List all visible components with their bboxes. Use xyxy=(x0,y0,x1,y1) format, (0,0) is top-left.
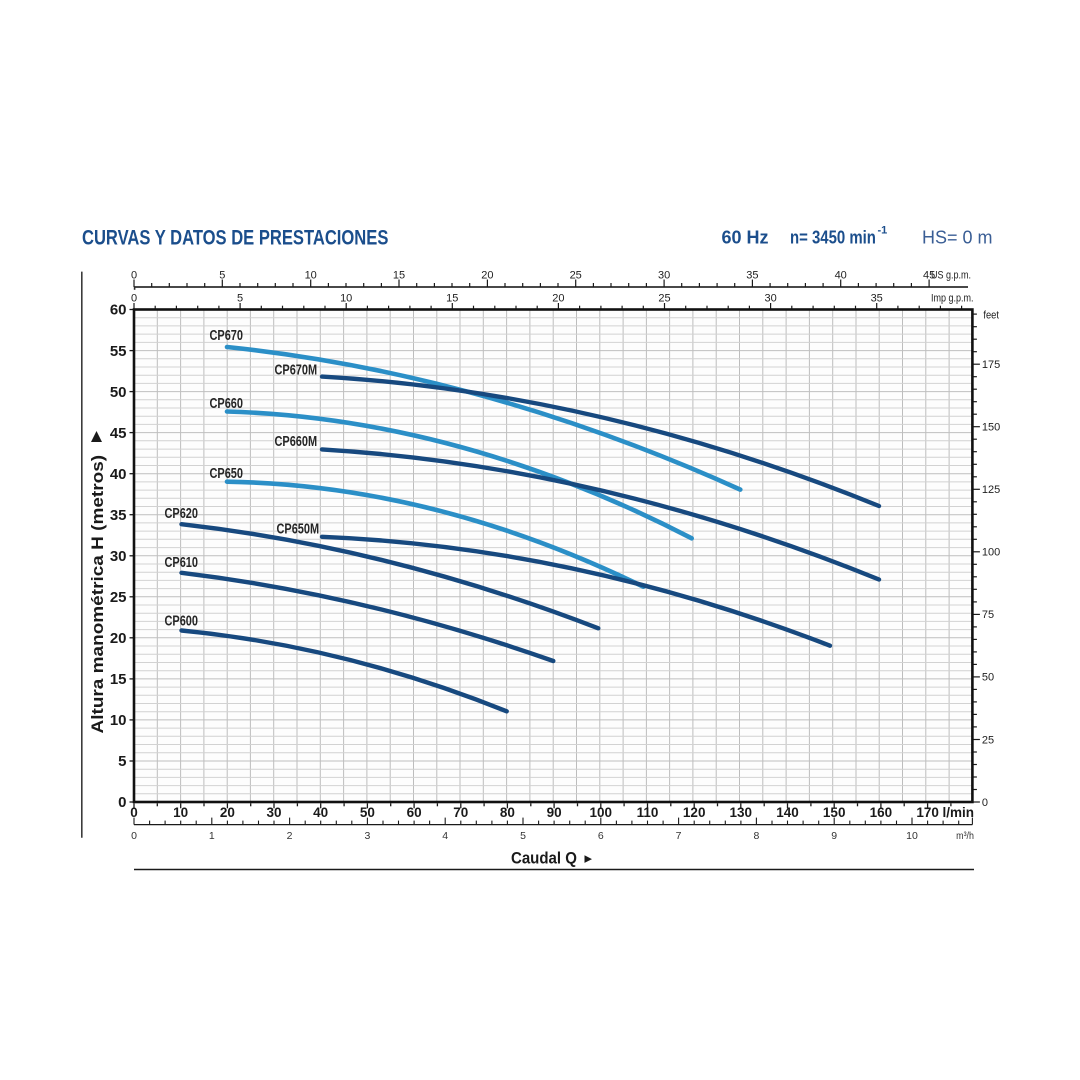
svg-text:Altura manométrica H (metros): Altura manométrica H (metros) xyxy=(88,455,106,734)
svg-text:160: 160 xyxy=(870,805,893,820)
svg-text:80: 80 xyxy=(500,805,515,820)
svg-text:0: 0 xyxy=(982,797,988,809)
svg-text:35: 35 xyxy=(871,293,883,305)
svg-text:75: 75 xyxy=(982,609,994,621)
svg-text:m³/h: m³/h xyxy=(956,830,974,842)
svg-text:150: 150 xyxy=(823,805,846,820)
svg-text:40: 40 xyxy=(313,805,328,820)
svg-text:45: 45 xyxy=(110,425,127,442)
svg-text:9: 9 xyxy=(831,830,837,842)
svg-text:25: 25 xyxy=(110,589,127,606)
svg-text:70: 70 xyxy=(453,805,468,820)
svg-text:5: 5 xyxy=(118,753,126,770)
svg-text:15: 15 xyxy=(393,269,405,281)
svg-text:Imp g.p.m.: Imp g.p.m. xyxy=(931,293,974,305)
svg-text:100: 100 xyxy=(590,805,613,820)
svg-text:2: 2 xyxy=(287,830,293,842)
svg-text:8: 8 xyxy=(753,830,759,842)
svg-text:10: 10 xyxy=(340,293,352,305)
svg-text:20: 20 xyxy=(110,630,127,647)
svg-text:10: 10 xyxy=(110,712,127,729)
svg-text:0: 0 xyxy=(131,293,137,305)
svg-text:150: 150 xyxy=(982,422,1000,434)
svg-text:25: 25 xyxy=(570,269,582,281)
svg-text:10: 10 xyxy=(305,269,317,281)
svg-text:3: 3 xyxy=(364,830,370,842)
svg-text:feet: feet xyxy=(983,310,999,322)
svg-text:1: 1 xyxy=(209,830,215,842)
svg-text:40: 40 xyxy=(835,269,847,281)
svg-text:CP650: CP650 xyxy=(210,464,243,481)
svg-text:35: 35 xyxy=(746,269,758,281)
svg-text:20: 20 xyxy=(481,269,493,281)
svg-text:20: 20 xyxy=(220,805,235,820)
svg-text:125: 125 xyxy=(982,484,1000,496)
svg-text:0: 0 xyxy=(130,805,138,820)
svg-text:l/min: l/min xyxy=(943,805,975,820)
svg-text:50: 50 xyxy=(110,384,127,401)
svg-text:0: 0 xyxy=(118,794,126,811)
svg-text:30: 30 xyxy=(658,269,670,281)
svg-text:CP660: CP660 xyxy=(210,394,243,411)
svg-text:6: 6 xyxy=(598,830,604,842)
svg-text:n= 3450 min: n= 3450 min xyxy=(790,227,876,248)
svg-text:25: 25 xyxy=(658,293,670,305)
svg-text:20: 20 xyxy=(552,293,564,305)
svg-text:US g.p.m.: US g.p.m. xyxy=(931,270,971,282)
svg-text:CURVAS Y DATOS DE PRESTACIONES: CURVAS Y DATOS DE PRESTACIONES xyxy=(82,227,388,250)
svg-text:30: 30 xyxy=(266,805,281,820)
svg-text:130: 130 xyxy=(730,805,753,820)
svg-text:0: 0 xyxy=(131,830,137,842)
svg-text:30: 30 xyxy=(110,548,127,565)
svg-text:0: 0 xyxy=(131,269,137,281)
svg-text:15: 15 xyxy=(110,671,127,688)
svg-text:175: 175 xyxy=(982,359,1000,371)
svg-text:CP610: CP610 xyxy=(165,553,198,570)
svg-text:5: 5 xyxy=(219,269,225,281)
svg-text:Caudal Q: Caudal Q xyxy=(511,850,577,868)
svg-text:10: 10 xyxy=(906,830,918,842)
svg-text:110: 110 xyxy=(637,805,659,820)
svg-text:-1: -1 xyxy=(878,225,888,237)
svg-text:10: 10 xyxy=(173,805,188,820)
svg-text:CP650M: CP650M xyxy=(277,520,320,537)
svg-text:55: 55 xyxy=(110,343,127,360)
svg-text:45: 45 xyxy=(923,269,935,281)
svg-text:50: 50 xyxy=(982,672,994,684)
svg-text:CP620: CP620 xyxy=(165,504,198,521)
svg-text:7: 7 xyxy=(676,830,682,842)
svg-text:25: 25 xyxy=(982,734,994,746)
svg-text:CP600: CP600 xyxy=(165,612,198,629)
svg-text:CP660M: CP660M xyxy=(275,432,318,449)
svg-text:CP670: CP670 xyxy=(210,326,243,343)
svg-text:170: 170 xyxy=(916,805,939,820)
svg-text:40: 40 xyxy=(110,466,127,483)
svg-text:35: 35 xyxy=(110,507,127,524)
svg-text:120: 120 xyxy=(683,805,706,820)
svg-text:60: 60 xyxy=(110,302,127,319)
svg-text:140: 140 xyxy=(776,805,799,820)
svg-text:60: 60 xyxy=(407,805,422,820)
svg-text:HS= 0 m: HS= 0 m xyxy=(922,228,993,248)
svg-text:30: 30 xyxy=(764,293,776,305)
svg-text:CP670M: CP670M xyxy=(275,361,318,378)
svg-text:100: 100 xyxy=(982,547,1000,559)
svg-text:5: 5 xyxy=(520,830,526,842)
svg-text:15: 15 xyxy=(446,293,458,305)
svg-text:60 Hz: 60 Hz xyxy=(722,228,769,248)
svg-text:90: 90 xyxy=(547,805,562,820)
svg-text:5: 5 xyxy=(237,293,243,305)
svg-text:4: 4 xyxy=(442,830,448,842)
svg-text:50: 50 xyxy=(360,805,375,820)
